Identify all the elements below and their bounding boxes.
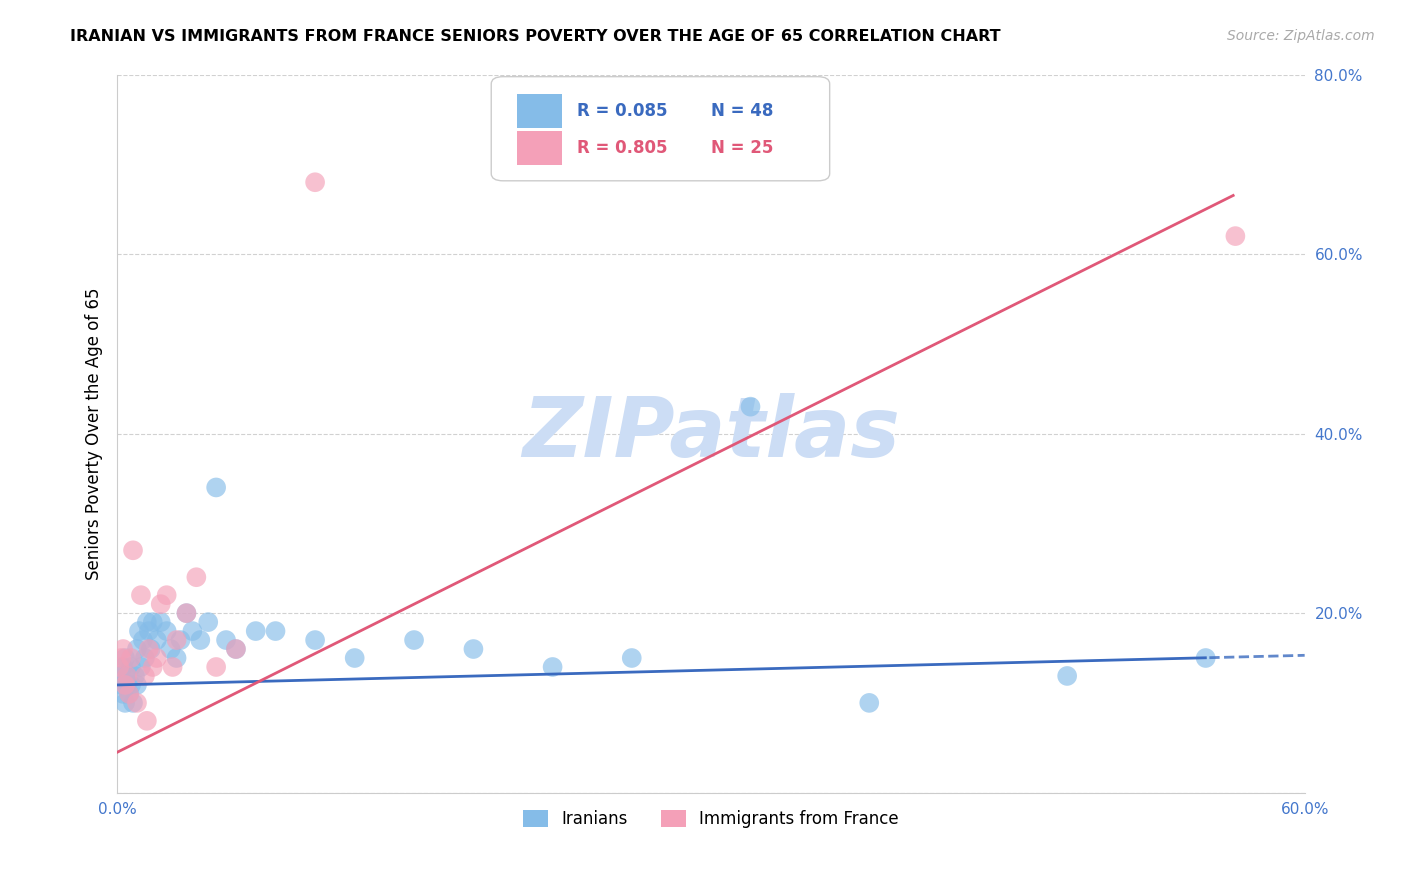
Point	[125, 678, 148, 692]
Point	[858, 696, 880, 710]
Point	[120, 651, 142, 665]
Point	[1195, 651, 1218, 665]
Point	[134, 651, 156, 665]
Text: IRANIAN VS IMMIGRANTS FROM FRANCE SENIORS POVERTY OVER THE AGE OF 65 CORRELATION: IRANIAN VS IMMIGRANTS FROM FRANCE SENIOR…	[70, 29, 1001, 44]
Point	[181, 624, 204, 638]
Point	[197, 615, 219, 629]
Point	[264, 624, 287, 638]
Point	[169, 633, 191, 648]
Point	[215, 633, 238, 648]
Point	[620, 651, 643, 665]
Text: N = 48: N = 48	[711, 103, 773, 120]
Point	[110, 678, 132, 692]
Point	[138, 642, 160, 657]
Point	[112, 660, 135, 674]
Point	[402, 633, 425, 648]
Point	[225, 642, 247, 657]
Point	[304, 175, 326, 189]
Point	[128, 624, 150, 638]
Point	[149, 615, 172, 629]
Point	[146, 633, 169, 648]
Point	[110, 651, 132, 665]
Point	[120, 678, 142, 692]
Point	[114, 678, 136, 692]
Point	[108, 660, 131, 674]
Point	[122, 696, 145, 710]
Text: R = 0.085: R = 0.085	[576, 103, 668, 120]
Point	[135, 615, 157, 629]
Point	[118, 687, 141, 701]
Point	[129, 588, 152, 602]
Point	[343, 651, 366, 665]
Point	[125, 642, 148, 657]
Legend: Iranians, Immigrants from France: Iranians, Immigrants from France	[516, 803, 905, 835]
Point	[115, 678, 138, 692]
Text: ZIPatlas: ZIPatlas	[522, 393, 900, 474]
Point	[132, 633, 155, 648]
FancyBboxPatch shape	[491, 77, 830, 181]
Point	[463, 642, 485, 657]
Point	[156, 624, 179, 638]
Point	[1225, 229, 1247, 244]
Point	[135, 714, 157, 728]
Point	[188, 633, 211, 648]
Point	[142, 660, 165, 674]
Point	[114, 651, 136, 665]
Point	[115, 669, 138, 683]
Point	[120, 660, 142, 674]
FancyBboxPatch shape	[517, 130, 562, 165]
Text: Source: ZipAtlas.com: Source: ZipAtlas.com	[1227, 29, 1375, 43]
Point	[138, 624, 160, 638]
Point	[176, 606, 198, 620]
Point	[139, 642, 162, 657]
Point	[225, 642, 247, 657]
Point	[740, 400, 762, 414]
Point	[205, 480, 228, 494]
Point	[159, 642, 181, 657]
Point	[156, 588, 179, 602]
Point	[162, 660, 184, 674]
Point	[112, 687, 135, 701]
Point	[149, 597, 172, 611]
Point	[205, 660, 228, 674]
Point	[541, 660, 564, 674]
Point	[134, 669, 156, 683]
Point	[1056, 669, 1078, 683]
Point	[142, 615, 165, 629]
Point	[166, 633, 188, 648]
Point	[176, 606, 198, 620]
FancyBboxPatch shape	[517, 94, 562, 128]
Point	[186, 570, 208, 584]
Point	[108, 669, 131, 683]
Point	[129, 660, 152, 674]
Y-axis label: Seniors Poverty Over the Age of 65: Seniors Poverty Over the Age of 65	[86, 287, 103, 580]
Point	[146, 651, 169, 665]
Point	[245, 624, 267, 638]
Point	[122, 543, 145, 558]
Point	[112, 642, 135, 657]
Text: R = 0.805: R = 0.805	[576, 139, 668, 157]
Point	[166, 651, 188, 665]
Point	[125, 696, 148, 710]
Point	[118, 687, 141, 701]
Point	[115, 669, 138, 683]
Point	[304, 633, 326, 648]
Point	[124, 669, 146, 683]
Point	[114, 696, 136, 710]
Text: N = 25: N = 25	[711, 139, 773, 157]
